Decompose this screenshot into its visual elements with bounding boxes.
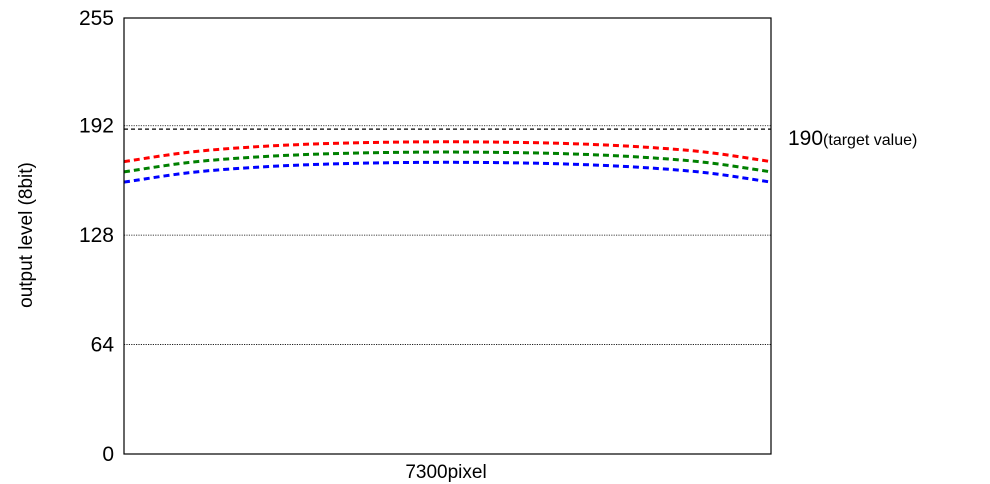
grid-layer — [124, 125, 771, 345]
plot-frame — [123, 17, 772, 455]
y-tick-label-64: 64 — [91, 334, 115, 357]
target-value-caption: (target value) — [823, 132, 917, 149]
series-line-1 — [123, 140, 772, 164]
series-layer — [123, 140, 772, 184]
y-tick-label-192: 192 — [79, 115, 114, 138]
y-axis-title: output level (8bit) — [16, 162, 37, 308]
series-line-2 — [123, 150, 772, 174]
y-tick-label-255: 255 — [79, 7, 114, 30]
x-axis-title: 7300pixel — [405, 462, 486, 483]
target-value-annotation: 190(target value) — [788, 127, 917, 150]
target-value-number: 190 — [788, 127, 823, 150]
series-line-3 — [123, 160, 772, 184]
y-tick-label-128: 128 — [79, 224, 114, 247]
y-tick-label-0: 0 — [102, 443, 114, 466]
y-tick-labels: 0 64 128 192 255 — [79, 7, 114, 466]
